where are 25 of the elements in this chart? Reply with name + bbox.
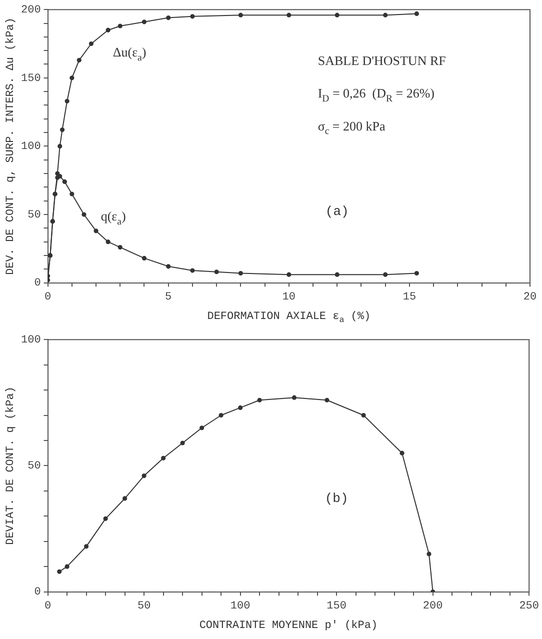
x-tick-label: 250: [519, 600, 540, 612]
x-tick-label: 100: [230, 600, 250, 612]
y-axis-title: DEV. DE CONT. q, SURP. INTERS. Δu (kPa): [4, 17, 17, 275]
y-tick-label: 50: [28, 460, 41, 473]
x-axis-title: CONTRAINTE MOYENNE p' (kPa): [199, 620, 378, 632]
y-tick-label: 150: [20, 72, 41, 85]
x-tick-label: 0: [44, 600, 52, 612]
y-axis-title: DEVIAT. DE CONT. q (kPa): [4, 386, 17, 545]
x-tick-label: 5: [165, 291, 172, 304]
y-tick-label: 0: [34, 278, 41, 290]
x-tick-label: 15: [402, 291, 416, 304]
annotation: SABLE D'HOSTUN RF: [318, 52, 446, 68]
annotation: (a): [325, 204, 349, 220]
x-tick-label: 20: [523, 291, 537, 304]
y-tick-label: 100: [20, 334, 41, 347]
x-tick-label: 50: [137, 600, 151, 612]
x-tick-label: 200: [422, 600, 443, 612]
annotation: (b): [324, 490, 348, 506]
y-tick-label: 200: [20, 4, 41, 17]
y-tick-label: 0: [34, 586, 41, 599]
x-tick-label: 10: [282, 291, 296, 304]
y-tick-label: 50: [28, 209, 41, 222]
x-tick-label: 150: [326, 600, 346, 612]
y-tick-label: 100: [20, 141, 41, 154]
x-tick-label: 0: [44, 291, 52, 304]
